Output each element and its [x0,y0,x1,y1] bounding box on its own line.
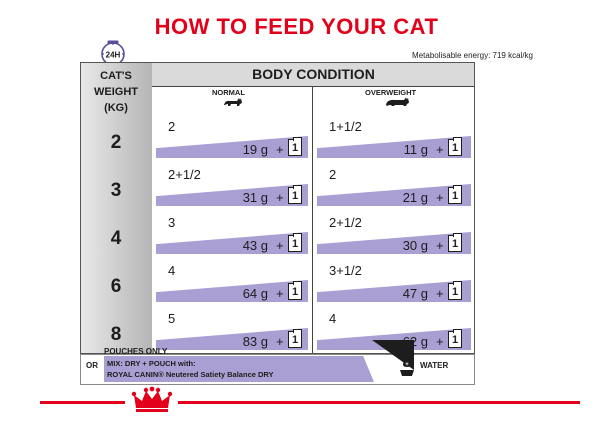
weight-value: 4 [110,228,122,249]
weight-value: 6 [110,276,122,297]
metabolisable-energy: Metabolisable energy: 719 kcal/kg [412,51,533,60]
footer-red-line-right [178,401,580,404]
mix-line-1: MIX: DRY + POUCH with: [107,359,196,368]
normal-pouch-icon: 1 [288,329,302,348]
over-plus-sign: + [436,334,444,349]
normal-grams: 64 g [242,286,268,301]
column-divider [312,86,313,354]
page-title: HOW TO FEED YOUR CAT [154,14,439,39]
weight-column [80,62,152,354]
over-grams: 21 g [402,190,428,205]
body-condition-header: BODY CONDITION [252,66,375,82]
over-plus-sign: + [436,190,444,205]
weight-value: 2 [110,132,122,153]
mix-note: MIX: DRY + POUCH with: ROYAL CANIN® Neut… [104,356,374,382]
over-pouch-icon: 1 [448,281,462,300]
weight-value: 3 [110,180,122,201]
over-grams: 11 g [403,142,428,157]
feeding-table: CAT'S WEIGHT (KG) BODY CONDITION NORMAL … [80,62,475,354]
over-pouch-icon: 1 [448,185,462,204]
normal-header: NORMAL [212,88,245,97]
clock-24h-icon: 24H [101,40,125,66]
header-divider [152,86,475,87]
normal-grams: 43 g [242,238,268,253]
over-plus-sign: + [436,142,444,157]
normal-plus-sign: + [276,238,284,253]
normal-pouch-icon: 1 [288,281,302,300]
normal-pouch-count: 4 [168,263,176,278]
over-pouch-icon: 1 [448,233,462,252]
weight-header-line3: (KG) [104,102,128,114]
overweight-cat-icon [386,97,409,106]
normal-cat-icon [224,98,242,106]
normal-plus-sign: + [276,286,284,301]
water-bowl-icon: + [400,357,414,376]
over-pouch-count: 3+1/2 [329,263,362,278]
over-plus-sign: + [436,238,444,253]
footer-red-line-left [40,401,125,404]
water-label: WATER [420,361,449,370]
normal-plus-sign: + [276,190,284,205]
weight-header: CAT'S WEIGHT (KG) [80,68,152,116]
royal-canin-crown-logo [131,386,173,412]
over-plus-sign: + [436,286,444,301]
weight-value: 8 [110,324,122,345]
over-pouch-icon: 1 [448,137,462,156]
pouches-only-label: POUCHES ONLY [104,347,168,356]
overweight-header: OVERWEIGHT [365,88,417,97]
normal-grams: 83 g [242,334,268,349]
normal-pouch-count: 5 [168,311,176,326]
normal-plus-sign: + [276,334,284,349]
clock-label: 24H [106,51,121,60]
normal-grams: 31 g [242,190,268,205]
weight-header-line1: CAT'S [100,70,132,82]
over-pouch-count: 2 [329,167,337,182]
normal-pouch-icon: 1 [288,185,302,204]
normal-pouch-icon: 1 [288,137,302,156]
over-pouch-count: 4 [329,311,337,326]
body-condition-header-band [152,62,475,86]
or-label: OR [86,361,98,370]
normal-pouch-count: 2 [168,119,176,134]
svg-text:+: + [405,362,409,368]
normal-pouch-count: 2+1/2 [168,167,201,182]
table-frame [80,62,475,354]
normal-pouch-icon: 1 [288,233,302,252]
over-pouch-icon: 1 [448,329,462,348]
over-grams: 47 g [402,286,428,301]
mix-line-2: ROYAL CANIN® Neutered Satiety Balance DR… [107,370,274,379]
over-pouch-count: 1+1/2 [329,119,362,134]
normal-pouch-count: 3 [168,215,176,230]
weight-header-line2: WEIGHT [94,86,138,98]
over-grams: 30 g [402,238,428,253]
footer-box [80,354,475,385]
normal-grams: 19 g [242,142,268,157]
over-pouch-count: 2+1/2 [329,215,362,230]
normal-plus-sign: + [276,142,284,157]
